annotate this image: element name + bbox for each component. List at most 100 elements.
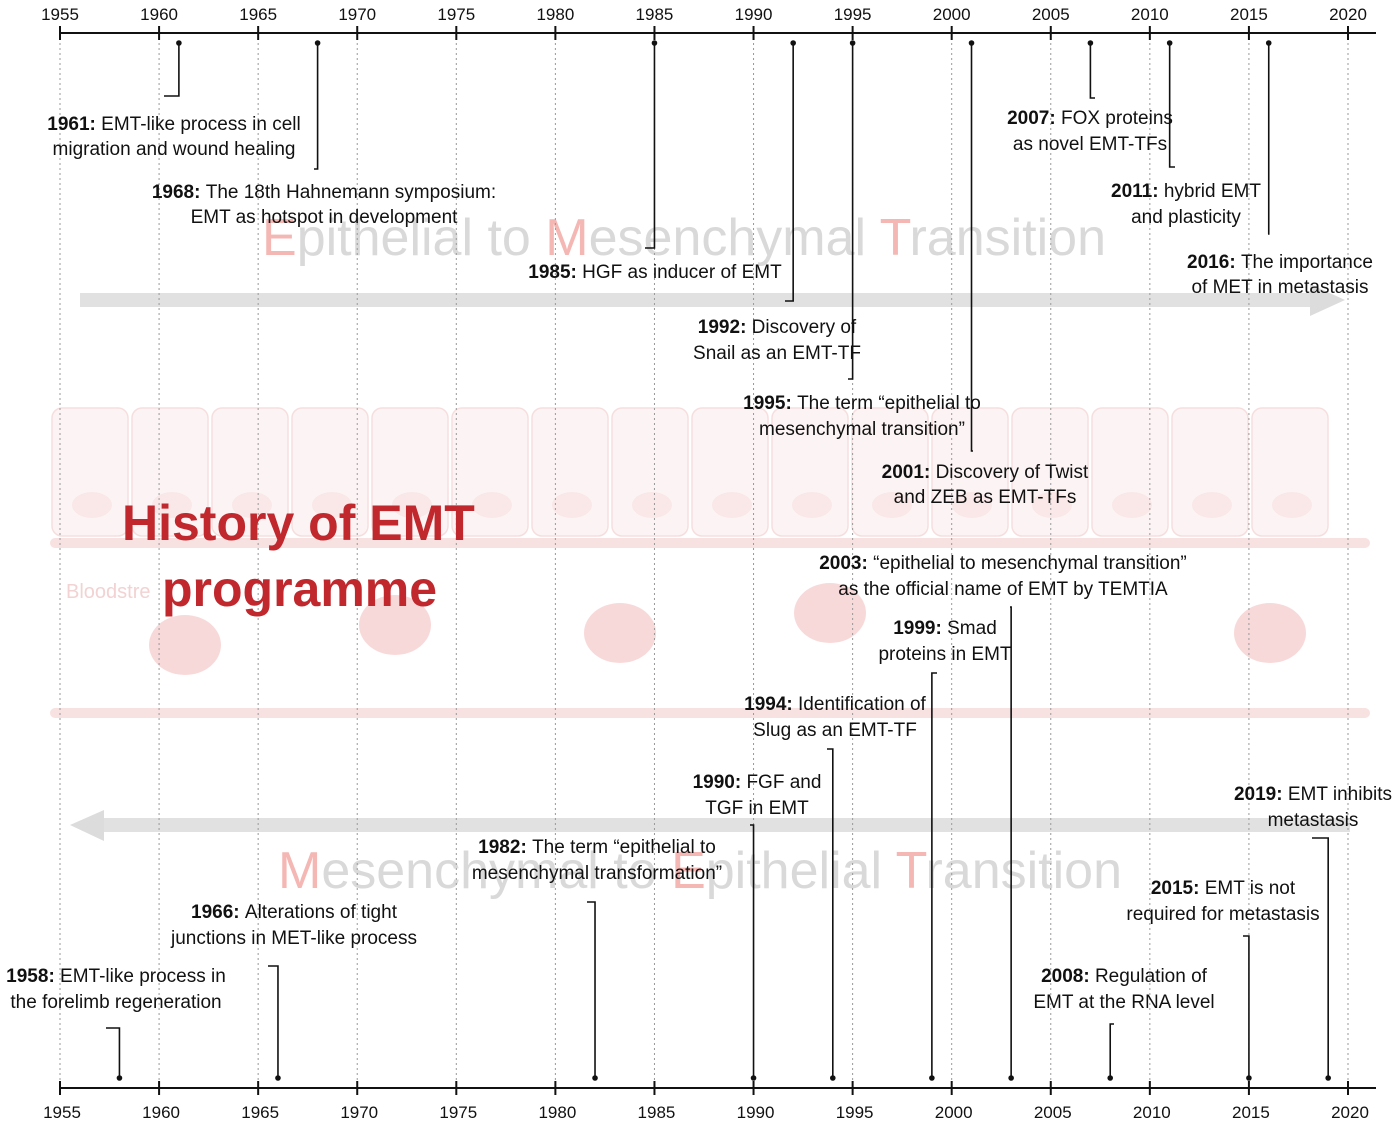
cell-nucleus xyxy=(1192,492,1232,518)
bottom-tick-label: 2020 xyxy=(1331,1103,1369,1122)
event-year-colon: : xyxy=(862,553,874,574)
bloodstream-label: Bloodstre xyxy=(66,581,151,603)
event-text: mesenchymal transformation” xyxy=(472,863,722,884)
diagram-title: History of EMT programme xyxy=(122,490,482,622)
bottom-tick-label: 1955 xyxy=(43,1103,81,1122)
event-1966: 1966: Alterations of tight junctions in M… xyxy=(170,902,417,949)
event-desc-line: migration and wound healing xyxy=(53,139,296,160)
event-connector-1985 xyxy=(645,43,656,249)
event-dot-2016 xyxy=(1265,40,1272,46)
event-title-line: 1982: The term “epithelial to xyxy=(478,837,716,858)
event-text: hybrid EMT xyxy=(1164,181,1262,202)
event-year-colon: : xyxy=(48,966,60,987)
event-desc-line: of MET in metastasis xyxy=(1191,277,1368,298)
event-text: metastasis xyxy=(1268,810,1359,831)
event-1985: 1985: HGF as inducer of EMT xyxy=(528,262,782,283)
event-year-colon: : xyxy=(1083,966,1095,987)
event-dot-2008 xyxy=(1107,1075,1114,1081)
event-year-colon: : xyxy=(786,694,798,715)
top-tick-label: 2010 xyxy=(1131,5,1169,24)
event-title-line: 2015: EMT is not xyxy=(1151,878,1296,899)
top-tick-label: 2015 xyxy=(1230,5,1268,24)
event-text: junctions in MET-like process xyxy=(170,928,417,949)
blood-vessel xyxy=(50,538,1370,718)
event-connector-2015 xyxy=(1243,935,1250,1078)
event-year: 2001 xyxy=(882,462,925,483)
event-year-colon: : xyxy=(936,618,948,639)
bottom-tick-label: 1970 xyxy=(340,1103,378,1122)
cell-nucleus xyxy=(792,492,832,518)
event-1994: 1994: Identification of Slug as an EMT-TF xyxy=(744,694,926,741)
event-year: 2003 xyxy=(819,553,861,574)
event-desc-line: as the official name of EMT by TEMTIA xyxy=(838,579,1168,600)
cell-nucleus xyxy=(472,492,512,518)
event-dot-1992 xyxy=(790,40,796,46)
event-connector-2003 xyxy=(1010,606,1012,1078)
event-text: The 18th Hahnemann symposium: xyxy=(206,182,496,203)
event-title-line: 1990: FGF and xyxy=(693,772,822,793)
event-dot-1994 xyxy=(830,1075,836,1081)
event-dot-2015 xyxy=(1246,1075,1252,1081)
cell-nucleus xyxy=(232,492,272,518)
event-2016: 2016: The importance of MET in metastasis xyxy=(1187,252,1373,298)
event-dot-2003 xyxy=(1008,1075,1014,1081)
event-desc-line: mesenchymal transformation” xyxy=(472,863,722,884)
cell-nucleus xyxy=(392,492,432,518)
event-year: 1995 xyxy=(743,393,786,414)
top-tick-label: 1970 xyxy=(338,5,376,24)
event-title-line: 1985: HGF as inducer of EMT xyxy=(528,262,782,283)
event-year: 1992 xyxy=(698,317,740,338)
cell-nucleus xyxy=(632,492,672,518)
event-year-colon: : xyxy=(571,262,583,283)
top-tick-label: 1955 xyxy=(41,5,79,24)
red-blood-cell xyxy=(359,595,431,655)
event-2001: 2001: Discovery of Twist and ZEB as EMT-T… xyxy=(882,462,1089,508)
event-text: HGF as inducer of EMT xyxy=(582,262,782,283)
event-year-colon: : xyxy=(1049,108,1061,129)
cell-nucleus xyxy=(712,492,752,518)
met-banner: Mesenchymal to Epithelial Transition xyxy=(278,842,1122,900)
event-text: The term “epithelial to xyxy=(532,837,716,858)
event-title-line: 1958: EMT-like process in xyxy=(6,966,226,987)
event-desc-line: and plasticity xyxy=(1131,207,1241,228)
event-year: 1966 xyxy=(191,902,233,923)
bottom-tick-label: 1990 xyxy=(737,1103,775,1122)
bottom-tick-label: 2000 xyxy=(935,1103,973,1122)
title-line-2: programme xyxy=(162,561,438,617)
event-connector-1995 xyxy=(848,43,854,380)
bottom-tick-label: 2015 xyxy=(1232,1103,1270,1122)
top-tick-label: 1975 xyxy=(437,5,475,24)
red-blood-cell xyxy=(149,615,221,675)
event-title-line: 2016: The importance xyxy=(1187,252,1373,273)
event-title-line: 2019: EMT inhibits xyxy=(1234,784,1392,805)
event-text: Identification of xyxy=(798,694,927,715)
event-text: Snail as an EMT-TF xyxy=(693,343,861,364)
event-desc-line: EMT at the RNA level xyxy=(1033,992,1214,1013)
event-dot-2011 xyxy=(1166,40,1173,46)
event-year: 1961 xyxy=(47,114,90,135)
event-text: Smad xyxy=(947,618,997,639)
top-tick-label: 1985 xyxy=(636,5,674,24)
cell-nucleus xyxy=(872,492,912,518)
event-text: EMT is not xyxy=(1205,878,1296,899)
event-desc-line: and ZEB as EMT-TFs xyxy=(894,487,1077,508)
event-title-line: 2001: Discovery of Twist xyxy=(882,462,1089,483)
event-text: EMT as hotspot in development xyxy=(191,207,459,228)
event-dot-1966 xyxy=(275,1075,281,1081)
event-year-colon: : xyxy=(924,462,936,483)
event-dot-1999 xyxy=(929,1075,935,1081)
event-year-colon: : xyxy=(740,317,752,338)
event-text: “epithelial to mesenchymal transition” xyxy=(873,553,1187,574)
event-text: FOX proteins xyxy=(1061,108,1173,129)
event-title-line: 2003: “epithelial to mesenchymal transit… xyxy=(819,553,1187,574)
event-year: 1985 xyxy=(528,262,571,283)
event-title-line: 1966: Alterations of tight xyxy=(191,902,398,923)
event-year-colon: : xyxy=(90,114,102,135)
event-title-line: 1995: The term “epithelial to xyxy=(743,393,981,414)
event-connectors xyxy=(106,40,1331,1081)
top-tick-label: 2020 xyxy=(1329,5,1367,24)
event-title-line: 1999: Smad xyxy=(893,618,997,639)
event-text: The term “epithelial to xyxy=(797,393,981,414)
event-text: and plasticity xyxy=(1131,207,1241,228)
